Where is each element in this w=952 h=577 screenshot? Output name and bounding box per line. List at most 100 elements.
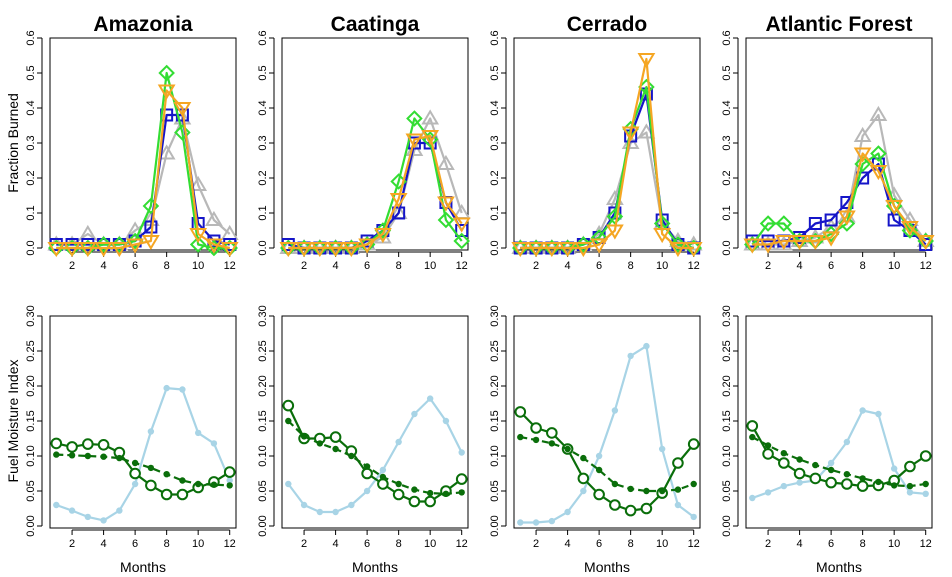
- series: [747, 159, 931, 251]
- plot-frame: [50, 38, 236, 250]
- data-point: [443, 418, 449, 424]
- y-tick-label: 0.0: [25, 240, 37, 255]
- x-tick-label: 10: [192, 538, 204, 550]
- x-tick-label: 2: [301, 260, 307, 272]
- data-point: [100, 517, 106, 523]
- series: [284, 401, 467, 507]
- x-tick-label: 4: [797, 538, 803, 550]
- data-point: [891, 482, 897, 488]
- panel-title: Amazonia: [93, 13, 193, 36]
- x-tick-label: 8: [628, 538, 634, 550]
- data-point: [517, 519, 523, 525]
- series-line: [520, 412, 693, 511]
- data-point: [533, 437, 539, 443]
- data-point: [348, 453, 354, 459]
- x-tick-label: 2: [533, 538, 539, 550]
- x-tick-label: 6: [364, 260, 370, 272]
- x-tick-label: 6: [596, 260, 602, 272]
- data-point: [596, 453, 602, 459]
- y-tick-label: 0.1: [25, 205, 37, 220]
- y-tick-label: 0.25: [721, 340, 733, 361]
- data-point: [905, 462, 915, 472]
- y-tick-label: 0.25: [25, 340, 37, 361]
- series: [749, 407, 929, 501]
- x-tick-label: 12: [688, 538, 700, 550]
- data-point: [178, 490, 188, 500]
- x-tick-label: 6: [132, 260, 138, 272]
- data-point: [812, 462, 818, 468]
- y-tick-label: 0.10: [25, 445, 37, 466]
- data-point: [531, 423, 541, 433]
- panel-title: Caatinga: [331, 13, 420, 36]
- y-tick-label: 0.2: [25, 170, 37, 185]
- x-tick-label: 8: [396, 260, 402, 272]
- x-tick-label: 10: [424, 538, 436, 550]
- y-tick-label: 0.0: [489, 240, 501, 255]
- data-point: [378, 479, 388, 489]
- y-tick-label: 0.3: [721, 135, 733, 150]
- y-tick-label: 0.15: [25, 410, 37, 431]
- series: [53, 385, 233, 524]
- data-point: [195, 430, 201, 436]
- data-point: [828, 460, 834, 466]
- data-point: [795, 469, 805, 479]
- y-tick-label: 0.6: [721, 30, 733, 45]
- x-axis-label: Months: [120, 559, 166, 575]
- data-point: [225, 467, 235, 477]
- data-point: [380, 467, 386, 473]
- y-tick-label: 0.15: [721, 410, 733, 431]
- y-tick-label: 0.5: [489, 65, 501, 80]
- y-tick-label: 0.30: [721, 305, 733, 326]
- data-point: [427, 395, 433, 401]
- data-point: [301, 433, 307, 439]
- x-tick-label: 2: [765, 538, 771, 550]
- y-tick-label: 0.6: [25, 30, 37, 45]
- y-tick-label: 0.1: [489, 205, 501, 220]
- x-tick-label: 6: [364, 538, 370, 550]
- data-point: [796, 456, 802, 462]
- data-point: [395, 439, 401, 445]
- data-point: [411, 486, 417, 492]
- x-tick-label: 8: [628, 260, 634, 272]
- data-point: [859, 407, 865, 413]
- data-point: [675, 502, 681, 508]
- y-tick-label: 0.20: [721, 375, 733, 396]
- y-tick-label: 0.4: [489, 100, 501, 115]
- y-axis-label: Fraction Burned: [5, 93, 21, 193]
- x-tick-label: 2: [69, 260, 75, 272]
- data-point: [891, 465, 897, 471]
- y-tick-label: 0.4: [721, 100, 733, 115]
- series: [513, 80, 700, 255]
- data-point: [163, 385, 169, 391]
- x-tick-label: 4: [565, 538, 571, 550]
- x-tick-label: 12: [920, 260, 932, 272]
- y-tick-label: 0.20: [257, 375, 269, 396]
- y-tick-label: 0.5: [257, 65, 269, 80]
- plot-frame: [746, 316, 932, 528]
- x-tick-label: 10: [888, 260, 900, 272]
- data-point: [67, 442, 77, 452]
- series: [51, 110, 235, 251]
- y-tick-label: 0.1: [257, 205, 269, 220]
- data-point: [332, 509, 338, 515]
- y-tick-label: 0.00: [25, 515, 37, 536]
- data-point: [332, 446, 338, 452]
- y-tick-label: 0.25: [489, 340, 501, 361]
- y-tick-label: 0.30: [489, 305, 501, 326]
- data-point: [921, 451, 931, 461]
- data-point: [83, 439, 93, 449]
- data-point: [517, 434, 523, 440]
- data-point: [659, 488, 665, 494]
- data-point: [765, 489, 771, 495]
- data-point: [163, 471, 169, 477]
- data-point: [826, 478, 836, 488]
- y-axis-label: Fuel Moisture Index: [5, 360, 21, 483]
- x-tick-label: 4: [565, 260, 571, 272]
- panel: 0.000.050.100.150.200.250.302 4 6 8 10 12Mont…: [721, 305, 932, 575]
- data-point: [148, 428, 154, 434]
- y-tick-label: 0.15: [257, 410, 269, 431]
- data-point: [516, 407, 526, 417]
- data-point: [364, 488, 370, 494]
- x-tick-label: 10: [192, 260, 204, 272]
- y-tick-label: 0.20: [489, 375, 501, 396]
